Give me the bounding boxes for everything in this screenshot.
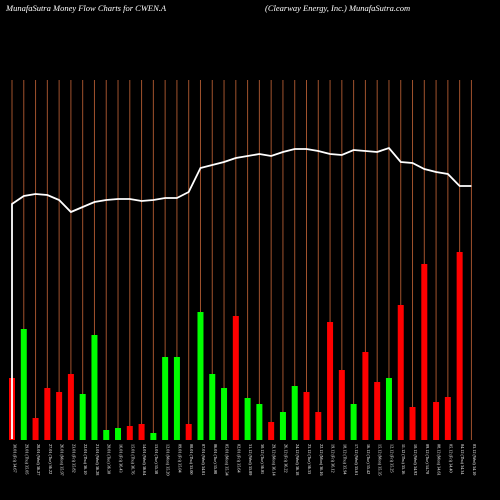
- price-line: [11, 146, 472, 439]
- x-tick-label: 02.01 (Fri) 35.64: [236, 444, 241, 474]
- x-tick-label: 21.01 (Wed) 36.28: [95, 444, 100, 475]
- bar: [56, 392, 63, 440]
- bar: [421, 264, 428, 440]
- bar: [20, 329, 27, 440]
- bar: [32, 418, 39, 440]
- x-tick-label: 22.01 (Thu) 36.10: [83, 444, 88, 474]
- x-tick-label: 16.12 (Tue) 35.42: [366, 444, 371, 474]
- x-tick-label: 26.12 (Fri) 36.22: [283, 444, 288, 473]
- bar: [162, 357, 169, 440]
- x-tick-label: 23.12 (Tue) 36.33: [307, 444, 312, 474]
- x-tick-label: 15.01 (Thu) 36.76: [130, 444, 135, 474]
- x-tick-label: 10.12 (Wed) 34.92: [413, 444, 418, 475]
- x-tick-label: 27.01 (Tue) 36.22: [48, 444, 53, 474]
- x-tick-label: 09.01 (Fri) 35.04: [177, 444, 182, 474]
- x-tick-label: 03.12 (Wed) 34.10: [472, 444, 477, 475]
- bar: [374, 382, 381, 440]
- x-tick-label: 14.01 (Wed) 36.64: [142, 444, 147, 476]
- bar: [232, 316, 239, 440]
- x-tick-label: 13.01 (Tue) 35.38: [154, 444, 159, 474]
- bar: [256, 404, 263, 440]
- x-tick-label: 29.01 (Thu) 35.05: [24, 444, 29, 474]
- bar: [350, 404, 357, 440]
- chart-grid: [11, 80, 472, 440]
- x-tick-label: 17.12 (Wed) 35.61: [354, 444, 359, 475]
- bar: [115, 428, 122, 440]
- x-tick-label: 08.12 (Mon) 34.61: [437, 444, 442, 476]
- x-tick-label: 29.12 (Mon) 36.14: [272, 444, 277, 477]
- x-tick-label: 24.12 (Wed) 36.18: [295, 444, 300, 475]
- x-tick-label: 09.12 (Tue) 34.70: [425, 444, 430, 474]
- bar: [456, 252, 463, 440]
- chart-title: MunafaSutra Money Flow Charts for CWEN.A: [6, 3, 167, 13]
- x-tick-label: 19.12 (Fri) 36.12: [331, 444, 336, 473]
- bar: [79, 394, 86, 440]
- x-tick-label: 30.12 (Tue) 36.01: [260, 444, 265, 474]
- bar: [409, 407, 416, 440]
- x-tick-label: 23.01 (Fri) 35.82: [71, 444, 76, 473]
- bar: [397, 305, 404, 440]
- bar: [150, 433, 157, 440]
- bar: [197, 312, 204, 440]
- line-series: [11, 146, 472, 439]
- bar: [91, 335, 98, 440]
- x-tick-label: 12.01 (Mon) 35.20: [166, 444, 171, 476]
- bar: [221, 388, 228, 440]
- bar: [303, 392, 310, 440]
- x-tick-label: 31.12 (Wed) 35.89: [248, 444, 253, 475]
- bar: [279, 412, 286, 440]
- x-tick-label: 26.01 (Mon) 35.97: [60, 444, 65, 476]
- bar: [338, 370, 345, 440]
- x-tick-label: 05.12 (Fri) 34.40: [448, 444, 453, 473]
- bar: [185, 424, 192, 440]
- bar: [291, 386, 298, 440]
- bar: [103, 430, 110, 440]
- bar: [385, 378, 392, 440]
- x-tick-label: 20.01 (Tue) 36.30: [107, 444, 112, 474]
- bar: [327, 322, 334, 440]
- bar: [209, 374, 216, 440]
- x-tick-label: 22.12 (Mon) 36.16: [319, 444, 324, 476]
- x-tick-label: 08.01 (Thu) 35.00: [189, 444, 194, 474]
- x-tick-label: 18.12 (Thu) 35.94: [342, 444, 347, 475]
- x-tick-label: 06.01 (Tue) 35.08: [213, 444, 218, 474]
- x-tick-label: 12.12 (Fri) 35.25: [389, 444, 394, 473]
- x-tick-label: 30.01 (Fri) 34.67: [13, 444, 18, 473]
- x-tick-label: 11.12 (Thu) 35.16: [401, 444, 406, 474]
- chart-subtitle: (Clearway Energy, Inc.) MunafaSutra.com: [265, 3, 411, 13]
- x-axis-labels: 30.01 (Fri) 34.67 29.01 (Thu) 35.05 28.01 …: [13, 444, 477, 477]
- bar: [315, 412, 322, 440]
- bar: [67, 374, 74, 440]
- bar: [44, 388, 51, 440]
- bar: [444, 397, 451, 440]
- bar: [244, 398, 251, 440]
- bar: [268, 422, 275, 440]
- x-tick-label: 28.01 (Wed) 36.27: [36, 444, 41, 475]
- bar: [138, 424, 145, 440]
- x-tick-label: 16.01 (Fri) 36.43: [119, 444, 124, 473]
- bar: [126, 426, 133, 440]
- bar: [173, 357, 180, 440]
- x-tick-label: 07.01 (Wed) 34.81: [201, 444, 206, 475]
- bar: [362, 352, 369, 440]
- x-tick-label: 05.01 (Mon) 35.34: [225, 444, 230, 477]
- x-tick-label: 04.12 (Thu) 34.34: [460, 444, 465, 475]
- x-tick-label: 15.12 (Mon) 35.35: [378, 444, 383, 476]
- bar: [433, 402, 440, 440]
